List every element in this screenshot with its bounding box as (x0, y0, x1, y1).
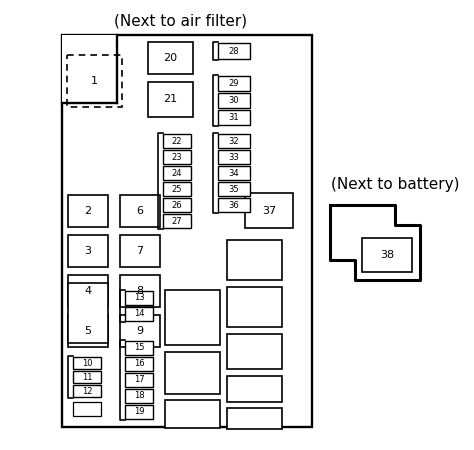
Bar (227, 376, 282, 402)
Bar (165, 290, 220, 345)
Bar (120, 195, 160, 227)
Text: 24: 24 (172, 168, 182, 177)
Text: 7: 7 (137, 246, 144, 256)
Bar (148, 42, 193, 74)
Bar (218, 150, 250, 164)
Bar (227, 240, 282, 280)
Text: 13: 13 (134, 293, 144, 302)
Bar (120, 275, 160, 307)
Bar (125, 405, 153, 419)
Text: 17: 17 (134, 375, 144, 384)
Text: 25: 25 (172, 184, 182, 194)
Text: 36: 36 (228, 201, 239, 210)
Text: 37: 37 (262, 206, 276, 216)
Bar (68, 275, 108, 307)
Bar (163, 134, 191, 148)
Bar (125, 291, 153, 305)
Bar (362, 238, 412, 272)
Text: 22: 22 (172, 136, 182, 145)
Text: 16: 16 (134, 360, 144, 369)
Bar (73, 385, 101, 397)
Bar (125, 389, 153, 403)
Text: 28: 28 (228, 46, 239, 55)
Text: 14: 14 (134, 310, 144, 319)
Text: 19: 19 (134, 408, 144, 417)
Text: 3: 3 (84, 246, 91, 256)
Text: 10: 10 (82, 359, 92, 368)
Bar (67, 55, 122, 107)
Text: 38: 38 (380, 250, 394, 260)
Bar (73, 402, 101, 416)
Bar (218, 198, 250, 212)
Bar (227, 408, 282, 429)
Bar (73, 357, 101, 369)
Bar (163, 198, 191, 212)
Bar (68, 195, 108, 227)
Text: 2: 2 (84, 206, 91, 216)
Bar (218, 182, 250, 196)
Text: 29: 29 (229, 79, 239, 88)
Bar (227, 287, 282, 327)
Bar (68, 283, 108, 343)
Text: 11: 11 (82, 373, 92, 382)
Bar (218, 76, 250, 91)
Bar (120, 235, 160, 267)
Bar (163, 166, 191, 180)
Bar (218, 134, 250, 148)
Bar (227, 334, 282, 369)
Bar (218, 93, 250, 108)
Text: 33: 33 (228, 153, 239, 162)
Bar (68, 235, 108, 267)
Bar (62, 35, 117, 103)
Text: 30: 30 (228, 96, 239, 105)
Bar (218, 110, 250, 125)
Text: 1: 1 (91, 76, 98, 86)
Bar (73, 371, 101, 383)
Text: 23: 23 (172, 153, 182, 162)
Bar (165, 400, 220, 428)
Text: 8: 8 (137, 286, 144, 296)
Bar (68, 315, 108, 347)
Bar (163, 150, 191, 164)
Text: 9: 9 (137, 326, 144, 336)
Text: 26: 26 (172, 201, 182, 210)
Bar (163, 214, 191, 228)
Text: 31: 31 (228, 113, 239, 122)
Bar (125, 357, 153, 371)
Text: 18: 18 (134, 392, 144, 400)
Text: 6: 6 (137, 206, 144, 216)
Text: 27: 27 (172, 216, 182, 225)
Bar (165, 352, 220, 394)
Bar (218, 43, 250, 59)
Text: 4: 4 (84, 286, 91, 296)
Bar (125, 307, 153, 321)
Bar (120, 315, 160, 347)
Text: (Next to battery): (Next to battery) (331, 177, 459, 193)
Bar (218, 166, 250, 180)
Bar (125, 373, 153, 387)
Text: 15: 15 (134, 343, 144, 352)
Bar (125, 341, 153, 355)
Text: 34: 34 (228, 168, 239, 177)
Text: 32: 32 (228, 136, 239, 145)
Bar (62, 35, 312, 427)
Text: 12: 12 (82, 387, 92, 396)
Bar (245, 193, 293, 228)
Text: (Next to air filter): (Next to air filter) (114, 14, 246, 29)
Text: 21: 21 (164, 94, 178, 104)
Text: 35: 35 (228, 184, 239, 194)
Text: 20: 20 (164, 53, 178, 63)
Text: 5: 5 (84, 326, 91, 336)
Bar (163, 182, 191, 196)
Bar (148, 82, 193, 117)
